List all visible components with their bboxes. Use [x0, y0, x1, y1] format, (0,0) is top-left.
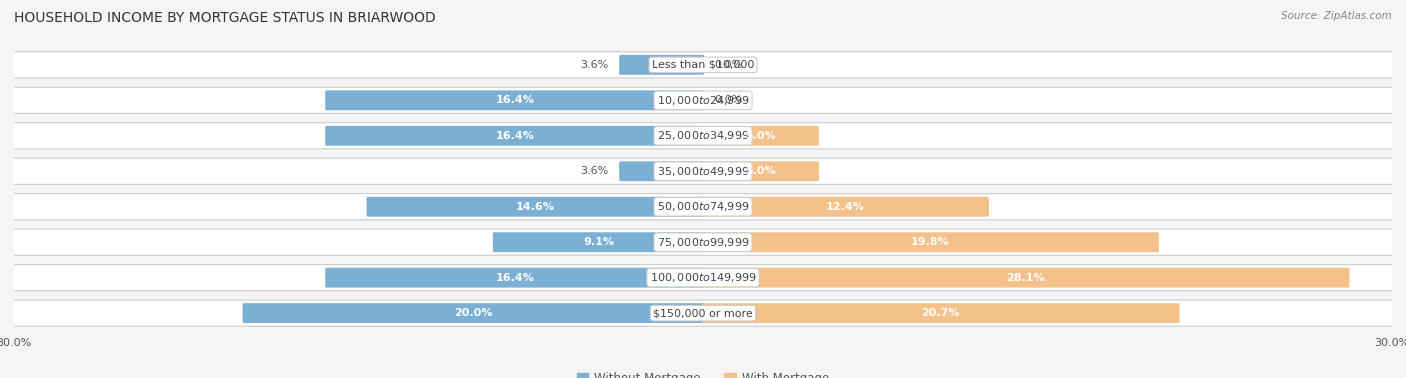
FancyBboxPatch shape	[619, 55, 704, 75]
Text: 19.8%: 19.8%	[911, 237, 949, 247]
Text: 16.4%: 16.4%	[495, 95, 534, 105]
Text: 0.0%: 0.0%	[714, 60, 742, 70]
FancyBboxPatch shape	[619, 161, 704, 181]
Text: 3.6%: 3.6%	[581, 166, 609, 176]
Text: $75,000 to $99,999: $75,000 to $99,999	[657, 236, 749, 249]
Text: 9.1%: 9.1%	[583, 237, 614, 247]
FancyBboxPatch shape	[494, 232, 704, 252]
FancyBboxPatch shape	[14, 87, 1392, 113]
FancyBboxPatch shape	[702, 197, 988, 217]
Legend: Without Mortgage, With Mortgage: Without Mortgage, With Mortgage	[572, 367, 834, 378]
Text: 14.6%: 14.6%	[516, 202, 555, 212]
Text: $35,000 to $49,999: $35,000 to $49,999	[657, 165, 749, 178]
FancyBboxPatch shape	[367, 197, 704, 217]
Text: 5.0%: 5.0%	[745, 131, 776, 141]
FancyBboxPatch shape	[14, 158, 1392, 184]
Text: $10,000 to $24,999: $10,000 to $24,999	[657, 94, 749, 107]
Text: 28.1%: 28.1%	[1007, 273, 1045, 283]
Text: 3.6%: 3.6%	[581, 60, 609, 70]
Text: 20.7%: 20.7%	[921, 308, 960, 318]
FancyBboxPatch shape	[702, 161, 818, 181]
FancyBboxPatch shape	[14, 229, 1392, 255]
Text: $150,000 or more: $150,000 or more	[654, 308, 752, 318]
Text: $50,000 to $74,999: $50,000 to $74,999	[657, 200, 749, 213]
Text: 12.4%: 12.4%	[825, 202, 865, 212]
Text: 0.0%: 0.0%	[714, 95, 742, 105]
FancyBboxPatch shape	[702, 268, 1350, 288]
FancyBboxPatch shape	[14, 52, 1392, 78]
Text: 5.0%: 5.0%	[745, 166, 776, 176]
FancyBboxPatch shape	[14, 300, 1392, 326]
Text: $25,000 to $34,999: $25,000 to $34,999	[657, 129, 749, 142]
FancyBboxPatch shape	[325, 90, 704, 110]
Text: Source: ZipAtlas.com: Source: ZipAtlas.com	[1281, 11, 1392, 21]
FancyBboxPatch shape	[14, 194, 1392, 220]
Text: 16.4%: 16.4%	[495, 131, 534, 141]
FancyBboxPatch shape	[702, 303, 1180, 323]
Text: HOUSEHOLD INCOME BY MORTGAGE STATUS IN BRIARWOOD: HOUSEHOLD INCOME BY MORTGAGE STATUS IN B…	[14, 11, 436, 25]
FancyBboxPatch shape	[14, 265, 1392, 291]
FancyBboxPatch shape	[14, 123, 1392, 149]
FancyBboxPatch shape	[702, 126, 818, 146]
FancyBboxPatch shape	[243, 303, 704, 323]
Text: 16.4%: 16.4%	[495, 273, 534, 283]
Text: Less than $10,000: Less than $10,000	[652, 60, 754, 70]
FancyBboxPatch shape	[325, 126, 704, 146]
FancyBboxPatch shape	[702, 232, 1159, 252]
Text: $100,000 to $149,999: $100,000 to $149,999	[650, 271, 756, 284]
Text: 20.0%: 20.0%	[454, 308, 492, 318]
FancyBboxPatch shape	[325, 268, 704, 288]
